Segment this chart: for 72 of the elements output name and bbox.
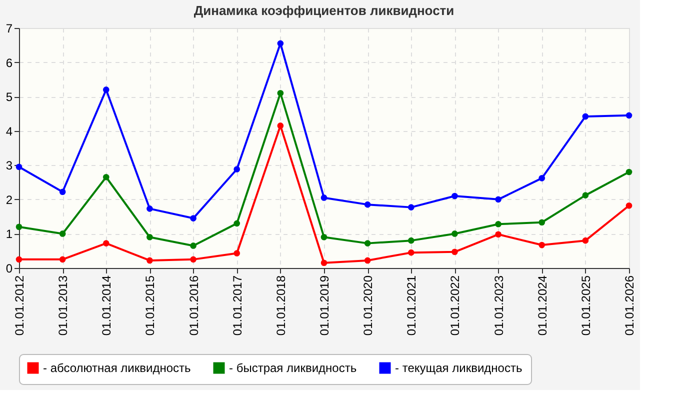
point <box>234 166 240 172</box>
legend-label: - абсолютная ликвидность <box>43 361 191 375</box>
point <box>277 122 284 129</box>
point <box>16 164 22 170</box>
point <box>146 206 153 212</box>
x-tick-label: 01.01.2015 <box>143 275 158 336</box>
point <box>626 168 632 176</box>
x-tick-label: 01.01.2012 <box>12 275 26 336</box>
point <box>190 215 196 222</box>
x-tick-label: 01.01.2026 <box>622 275 636 336</box>
y-tick-label: 4 <box>6 124 13 138</box>
point <box>495 220 502 228</box>
point <box>582 192 589 198</box>
point <box>102 174 110 180</box>
point <box>277 90 284 96</box>
y-tick-label: 7 <box>6 22 13 36</box>
x-tick-label: 01.01.2022 <box>448 275 462 336</box>
x-tick-label: 01.01.2024 <box>535 275 550 336</box>
point <box>320 194 328 201</box>
y-tick-label: 6 <box>6 56 13 70</box>
x-tick-label: 01.01.2025 <box>578 275 593 336</box>
point <box>538 219 546 226</box>
point <box>59 230 66 237</box>
x-tick-label: 01.01.2016 <box>186 275 201 336</box>
point <box>408 249 414 256</box>
x-tick-label: 01.01.2020 <box>361 275 376 336</box>
point <box>59 188 66 196</box>
point <box>146 234 153 240</box>
point <box>364 240 371 246</box>
point <box>16 256 22 263</box>
x-tick-label: 01.01.2017 <box>230 275 244 336</box>
point <box>59 256 66 263</box>
y-tick-label: 3 <box>6 158 13 173</box>
x-tick-label: 01.01.2013 <box>56 275 70 336</box>
point <box>538 175 546 182</box>
point <box>190 242 196 249</box>
point <box>452 248 458 256</box>
legend-label: - текущая ликвидность <box>395 361 522 375</box>
point <box>102 240 110 246</box>
point <box>408 237 414 244</box>
x-tick-label: 01.01.2019 <box>318 275 332 336</box>
x-tick-label: 01.01.2018 <box>274 275 288 336</box>
point <box>364 257 371 264</box>
point <box>190 256 196 263</box>
point <box>320 234 328 240</box>
point <box>538 242 546 248</box>
point <box>495 231 502 238</box>
point <box>146 257 153 264</box>
point <box>452 230 458 237</box>
chart-title: Динамика коэффициентов ликвидности <box>194 3 454 18</box>
y-tick-label: 5 <box>6 90 13 104</box>
point <box>364 201 371 208</box>
x-tick-label: 01.01.2014 <box>100 275 114 336</box>
y-tick-label: 1 <box>6 227 13 242</box>
point <box>234 220 240 227</box>
legend-label: - быстрая ликвидность <box>229 361 357 375</box>
point <box>16 224 22 230</box>
point <box>495 196 502 203</box>
point <box>452 192 458 200</box>
y-tick-label: 0 <box>6 262 13 276</box>
point <box>320 260 328 266</box>
point <box>234 250 240 256</box>
point <box>102 86 110 93</box>
y-tick-label: 2 <box>6 192 13 207</box>
point <box>582 237 589 244</box>
point <box>277 40 284 47</box>
x-tick-label: 01.01.2023 <box>492 275 506 336</box>
point <box>626 112 632 119</box>
x-tick-label: 01.01.2021 <box>404 275 419 336</box>
point <box>582 113 589 120</box>
point <box>626 202 632 209</box>
point <box>408 204 414 210</box>
